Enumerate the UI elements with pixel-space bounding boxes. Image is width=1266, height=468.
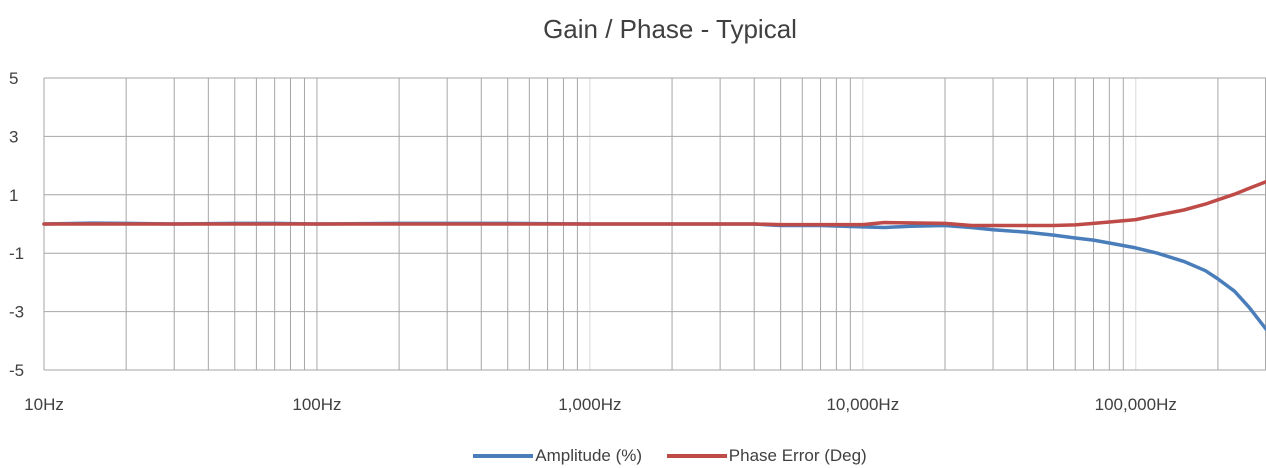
x-tick-label: 1,000Hz bbox=[558, 395, 621, 414]
y-tick-label: 1 bbox=[9, 186, 18, 205]
x-tick-label: 10,000Hz bbox=[826, 395, 899, 414]
legend-label-amplitude: Amplitude (%) bbox=[535, 446, 643, 465]
series-line-phase-error bbox=[42, 179, 1266, 228]
y-tick-label: -1 bbox=[9, 244, 24, 263]
y-tick-label: -5 bbox=[9, 361, 24, 380]
chart-legend: Amplitude (%) Phase Error (Deg) bbox=[0, 443, 1266, 466]
legend-swatch-phase-error bbox=[666, 454, 727, 458]
legend-label-phase-error: Phase Error (Deg) bbox=[728, 446, 867, 465]
y-tick-label: 5 bbox=[9, 69, 18, 88]
legend-item-amplitude: Amplitude (%) bbox=[473, 446, 642, 466]
y-tick-label: -3 bbox=[9, 303, 24, 322]
x-tick-label: 100Hz bbox=[292, 395, 341, 414]
y-tick-label: 3 bbox=[9, 127, 18, 146]
series-line-amplitude bbox=[42, 221, 1266, 331]
legend-item-phase-error: Phase Error (Deg) bbox=[666, 446, 867, 466]
x-tick-label: 10Hz bbox=[24, 395, 64, 414]
chart-title: Gain / Phase - Typical bbox=[543, 14, 797, 44]
legend-swatch-amplitude bbox=[473, 454, 534, 458]
x-tick-label: 100,000Hz bbox=[1095, 395, 1177, 414]
